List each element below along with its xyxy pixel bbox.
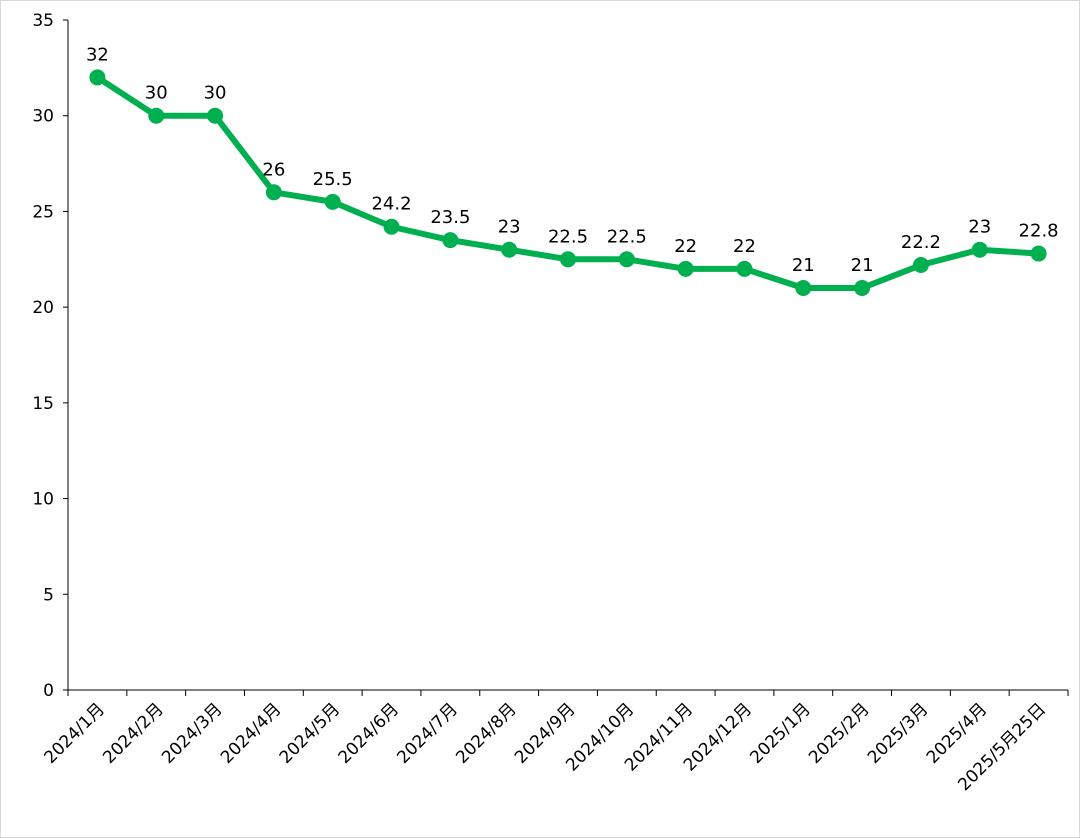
data-point xyxy=(971,241,988,258)
x-tick-label: 2024/2月 xyxy=(99,699,167,767)
x-tick-label: 2024/8月 xyxy=(452,699,520,767)
data-label: 22 xyxy=(674,236,697,257)
x-tick-label: 2025/2月 xyxy=(805,699,873,767)
x-tick-label: 2024/5月 xyxy=(276,699,344,767)
data-point xyxy=(677,260,694,277)
y-tick-label: 0 xyxy=(43,681,54,701)
data-label: 22.5 xyxy=(607,226,647,247)
data-point xyxy=(618,251,635,268)
y-tick-label: 10 xyxy=(32,490,54,510)
axes: 051015202530352024/1月2024/2月2024/3月2024/… xyxy=(32,11,1069,795)
x-tick-label: 2024/3月 xyxy=(158,699,226,767)
data-label: 23 xyxy=(498,217,521,238)
y-tick-label: 25 xyxy=(32,202,54,222)
data-label: 21 xyxy=(851,255,874,276)
data-point xyxy=(560,251,576,268)
data-labels: 32 30 30 26 25.5 24.2 23.5 23 22.5 22.5 22 22 21 21 22… xyxy=(86,44,1059,276)
x-tick-label: 2024/1月 xyxy=(40,699,108,767)
data-label: 26 xyxy=(262,159,285,180)
y-tick-label: 20 xyxy=(32,298,54,318)
data-point xyxy=(912,257,929,274)
data-point xyxy=(1030,245,1047,262)
y-tick-label: 30 xyxy=(32,107,54,127)
data-point xyxy=(442,232,459,249)
x-tick-label: 2024/7月 xyxy=(393,699,461,767)
data-label: 23 xyxy=(968,217,991,238)
data-point xyxy=(736,260,753,277)
x-tick-label: 2024/6月 xyxy=(335,699,403,767)
data-label: 22 xyxy=(733,236,756,257)
data-point xyxy=(89,69,106,86)
data-point xyxy=(324,193,341,210)
x-tick-label: 2024/4月 xyxy=(217,699,285,767)
data-label: 30 xyxy=(204,83,227,104)
y-tick-label: 5 xyxy=(43,585,54,605)
data-point xyxy=(795,280,812,296)
data-label: 22.8 xyxy=(1019,221,1059,242)
data-label: 23.5 xyxy=(430,207,470,228)
data-point xyxy=(148,107,165,124)
data-label: 22.2 xyxy=(901,232,941,253)
data-point xyxy=(265,184,282,201)
data-point xyxy=(854,280,871,296)
x-tick-label: 2025/1月 xyxy=(746,699,814,767)
data-label: 32 xyxy=(86,44,109,65)
x-tick-label: 2025/3月 xyxy=(864,699,932,767)
series-layer xyxy=(89,69,1047,296)
data-label: 30 xyxy=(145,83,168,104)
y-tick-label: 35 xyxy=(32,11,54,31)
data-label: 21 xyxy=(792,255,815,276)
data-label: 22.5 xyxy=(548,226,588,247)
data-label: 25.5 xyxy=(313,169,353,190)
data-label: 24.2 xyxy=(371,194,411,215)
data-point xyxy=(207,107,224,124)
y-tick-label: 15 xyxy=(32,394,54,414)
data-point xyxy=(501,241,518,258)
data-point xyxy=(383,218,400,235)
